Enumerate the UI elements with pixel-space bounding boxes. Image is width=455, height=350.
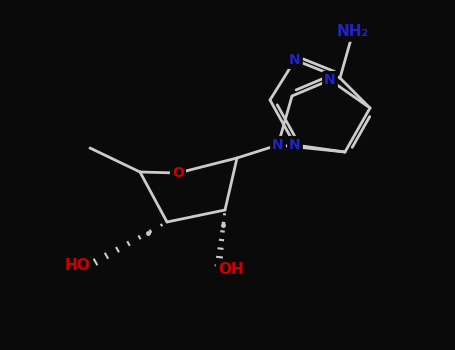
Text: NH₂: NH₂	[337, 25, 369, 40]
Text: HO: HO	[64, 258, 90, 273]
Text: O: O	[172, 166, 184, 180]
Text: N: N	[289, 53, 301, 67]
Text: OH: OH	[218, 262, 244, 278]
Text: N: N	[272, 138, 284, 152]
Text: N: N	[324, 73, 336, 87]
Text: N: N	[289, 138, 301, 152]
